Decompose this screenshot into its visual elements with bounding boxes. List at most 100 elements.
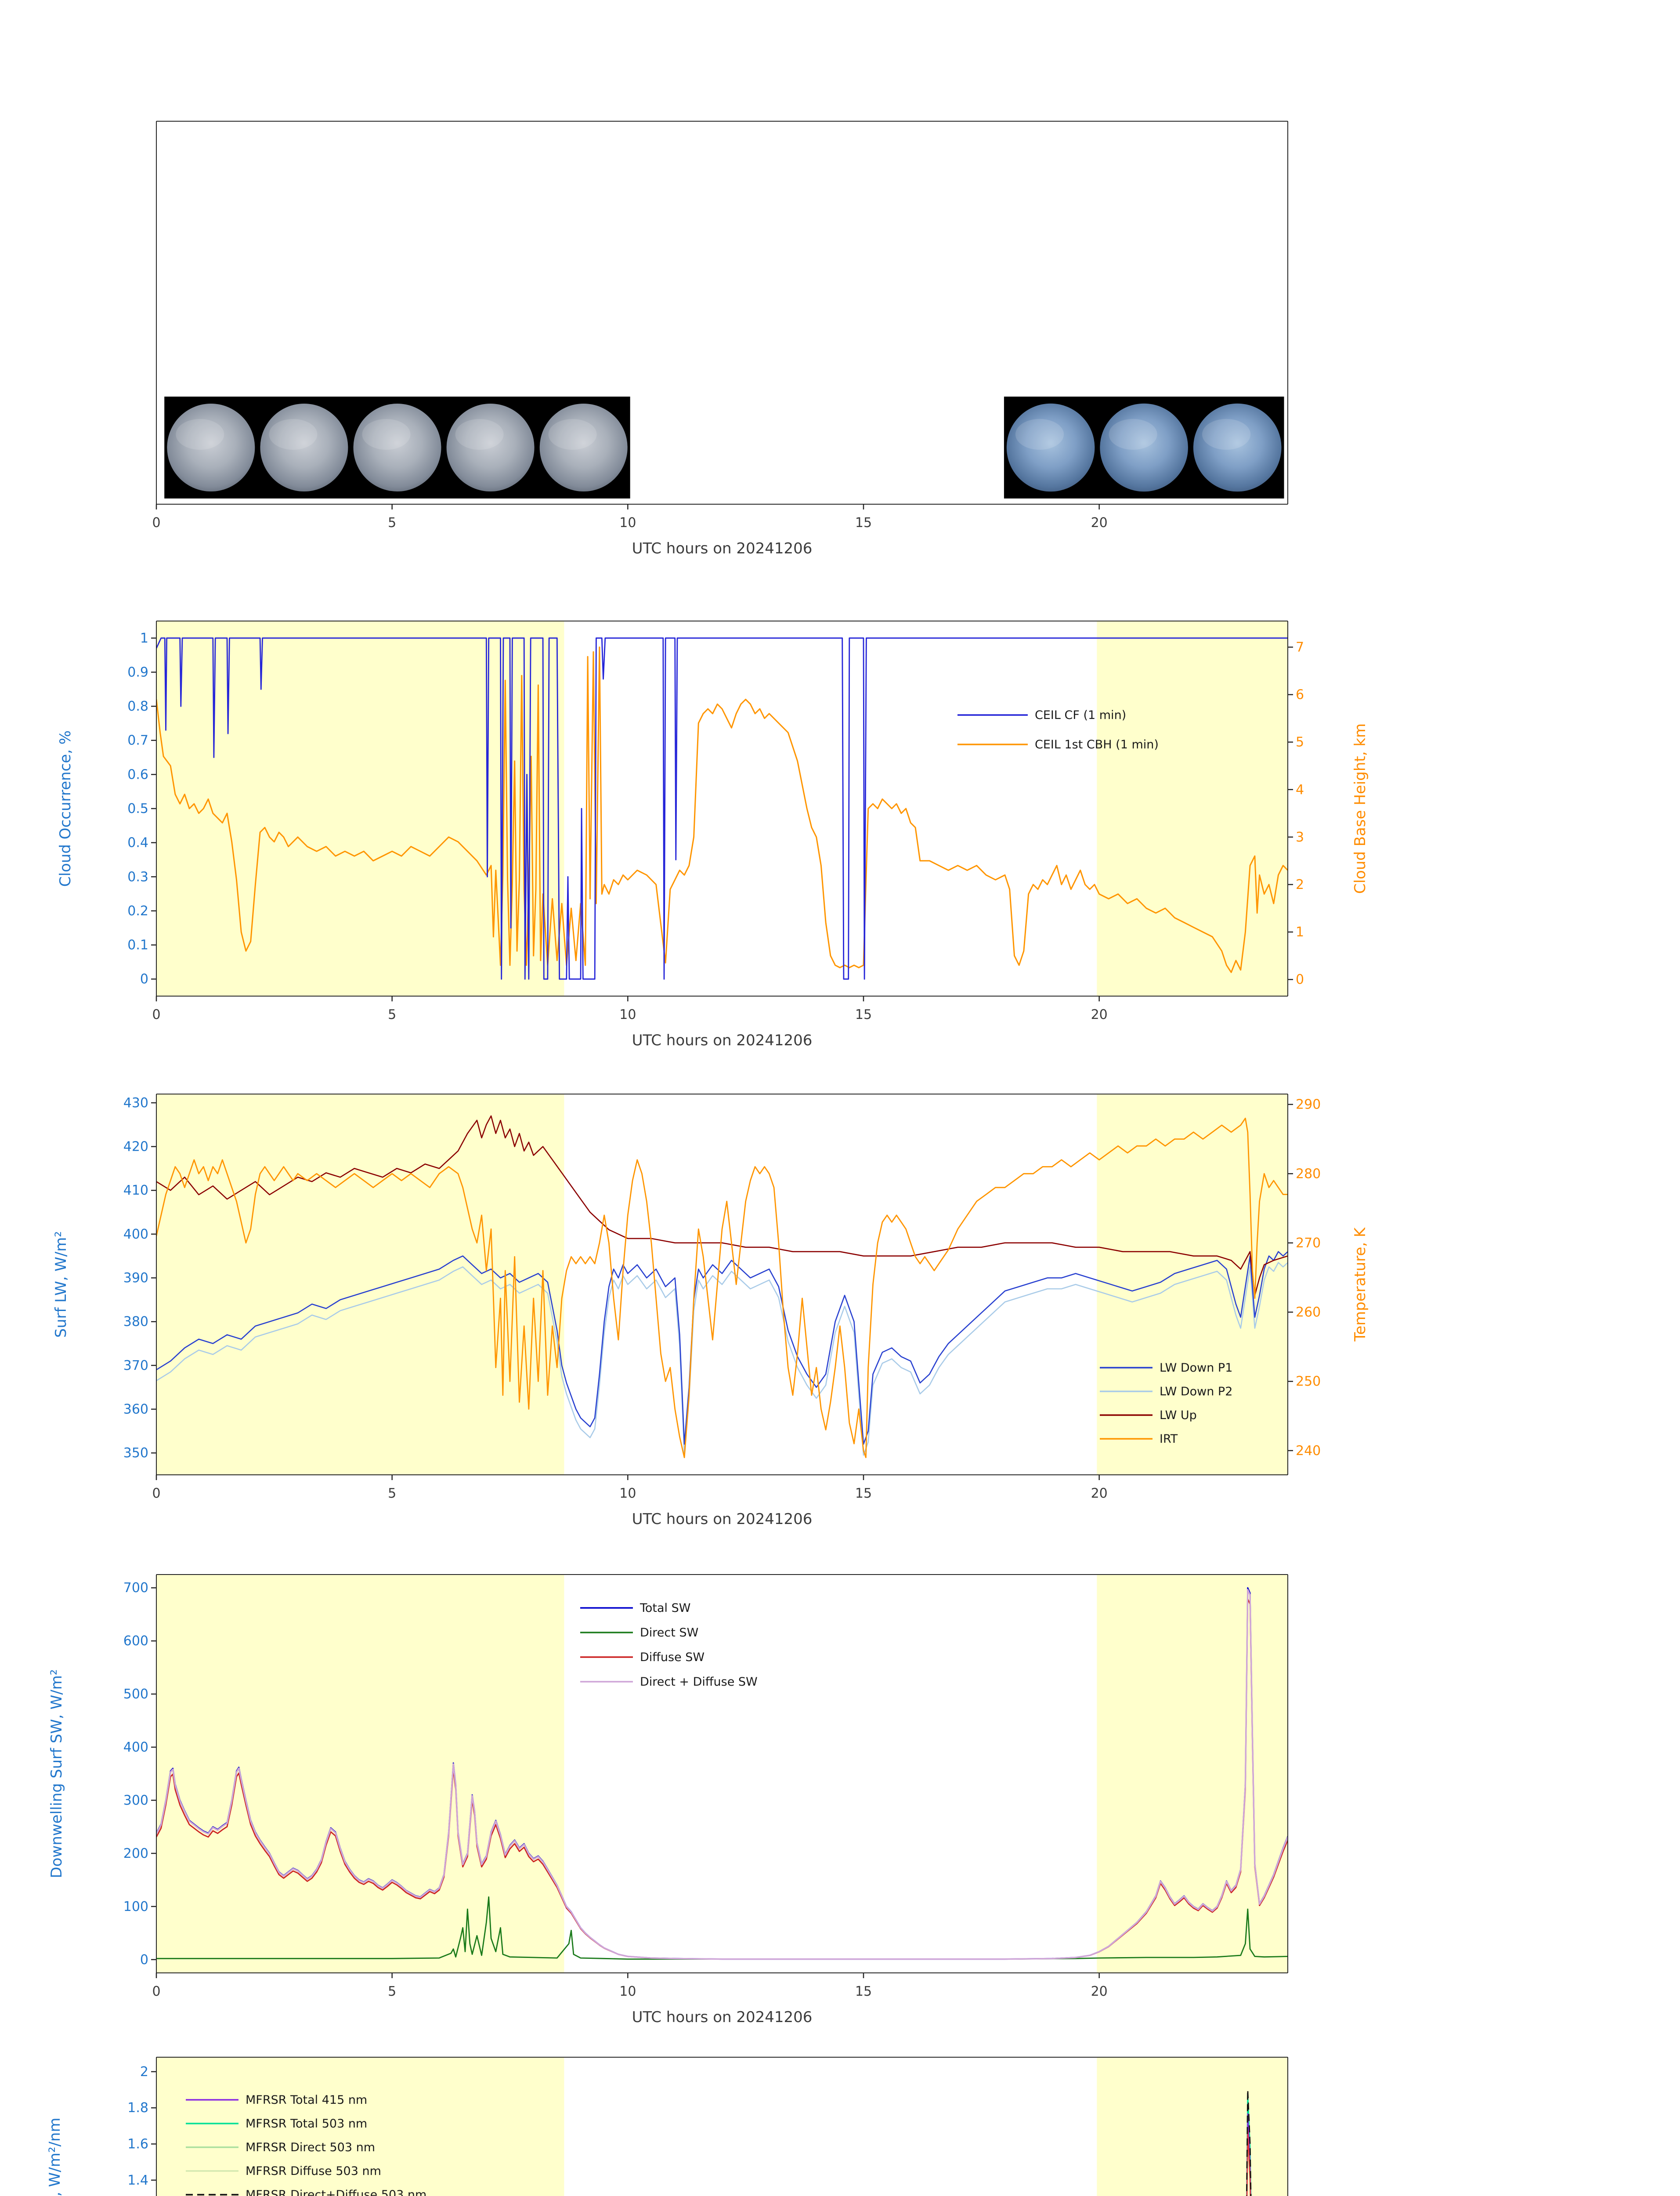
y2-tick-label: 3 bbox=[1296, 830, 1304, 845]
sky-image bbox=[1006, 403, 1095, 492]
series-direct_plus_diffuse_sw bbox=[156, 1589, 1288, 1960]
x-axis-label: UTC hours on 20241206 bbox=[632, 2008, 813, 2026]
x-axis-label: UTC hours on 20241206 bbox=[632, 1510, 813, 1528]
y-tick-label: 430 bbox=[123, 1095, 148, 1111]
x-tick-label: 15 bbox=[855, 1007, 872, 1022]
y-tick-label: 0.5 bbox=[127, 801, 148, 816]
legend-label: Total SW bbox=[639, 1601, 690, 1615]
night-shading bbox=[156, 1094, 564, 1475]
sky-image-highlight bbox=[269, 419, 318, 450]
legend-label: Diffuse SW bbox=[640, 1651, 705, 1664]
y-tick-label: 0 bbox=[140, 1952, 148, 1968]
legend-label: CEIL 1st CBH (1 min) bbox=[1035, 738, 1159, 751]
legend-label: MFRSR Total 503 nm bbox=[246, 2117, 367, 2131]
y-axis-label: Surf LW, W/m² bbox=[52, 1231, 70, 1338]
y-tick-label: 1.4 bbox=[127, 2173, 148, 2188]
y-tick-label: 370 bbox=[123, 1358, 148, 1373]
cloud-panel-series bbox=[156, 637, 1288, 980]
y-tick-label: 380 bbox=[123, 1314, 148, 1329]
y-tick-label: 400 bbox=[123, 1740, 148, 1755]
series-irt bbox=[156, 1117, 1288, 1458]
y-tick-label: 360 bbox=[123, 1402, 148, 1417]
x-tick-label: 0 bbox=[152, 1486, 160, 1501]
y2-tick-label: 0 bbox=[1296, 972, 1304, 987]
y2-tick-label: 280 bbox=[1296, 1166, 1321, 1181]
y-tick-label: 600 bbox=[123, 1633, 148, 1649]
y-tick-label: 300 bbox=[123, 1793, 148, 1808]
y2-tick-label: 2 bbox=[1296, 877, 1304, 892]
x-tick-label: 20 bbox=[1091, 1486, 1108, 1501]
x-tick-label: 10 bbox=[619, 515, 636, 531]
sky-image bbox=[1100, 403, 1188, 492]
legend-label: MFRSR Direct+Diffuse 503 nm bbox=[246, 2188, 426, 2196]
legend-label: MFRSR Total 415 nm bbox=[246, 2093, 367, 2107]
y2-tick-label: 270 bbox=[1296, 1235, 1321, 1251]
x-tick-label: 10 bbox=[619, 1984, 636, 1999]
sky-image-highlight bbox=[1202, 419, 1251, 450]
y2-tick-label: 240 bbox=[1296, 1443, 1321, 1459]
y2-axis-label: Cloud Base Height, km bbox=[1351, 723, 1369, 894]
y2-tick-label: 6 bbox=[1296, 687, 1304, 703]
x-tick-label: 5 bbox=[388, 1486, 396, 1501]
x-tick-label: 0 bbox=[152, 1984, 160, 1999]
y-tick-label: 200 bbox=[123, 1846, 148, 1861]
y2-tick-label: 1 bbox=[1296, 925, 1304, 940]
legend-label: LW Down P2 bbox=[1160, 1385, 1232, 1398]
longwave-panel: 0 5 10 15 20 350 360 370 380 390 400 410 420 430 Surf … bbox=[52, 1094, 1369, 1528]
shortwave-panel: 0 5 10 15 200100200300400500600700Downwellin… bbox=[48, 1574, 1288, 2026]
sky-image bbox=[539, 404, 628, 491]
y-tick-label: 420 bbox=[123, 1139, 148, 1155]
sky-image-highlight bbox=[1015, 419, 1064, 450]
night-shading bbox=[1097, 621, 1288, 996]
y-tick-label: 0.9 bbox=[127, 665, 148, 680]
y-tick-label: 100 bbox=[123, 1899, 148, 1914]
sky-image-highlight bbox=[362, 419, 411, 450]
y-tick-label: 500 bbox=[123, 1687, 148, 1702]
night-shading bbox=[156, 621, 564, 996]
sky-image bbox=[260, 404, 348, 491]
night-shading bbox=[156, 2057, 564, 2196]
series-ceil_cbh bbox=[156, 647, 1288, 973]
legend-label: Direct + Diffuse SW bbox=[640, 1675, 758, 1689]
y-tick-label: 1.8 bbox=[127, 2100, 148, 2116]
y2-tick-label: 4 bbox=[1296, 782, 1304, 798]
y-tick-label: 0.3 bbox=[127, 869, 148, 885]
y2-tick-label: 260 bbox=[1296, 1305, 1321, 1320]
y2-tick-label: 5 bbox=[1296, 735, 1304, 750]
shortwave-panel-series bbox=[156, 1587, 1288, 1960]
y-tick-label: 1.6 bbox=[127, 2137, 148, 2152]
legend-label: MFRSR Direct 503 nm bbox=[246, 2141, 375, 2154]
y-axis-label: Downwelling Surf SW, W/m² bbox=[48, 1669, 65, 1878]
y-tick-label: 0.2 bbox=[127, 903, 148, 919]
y2-axis-label: Temperature, K bbox=[1351, 1227, 1369, 1342]
series-lw_down_p1 bbox=[156, 1251, 1288, 1445]
y-tick-label: 0.6 bbox=[127, 767, 148, 782]
legend-label: Direct SW bbox=[640, 1626, 698, 1640]
y2-tick-label: 7 bbox=[1296, 639, 1304, 655]
sky-image bbox=[167, 404, 255, 491]
legend-label: IRT bbox=[1160, 1432, 1178, 1446]
y2-tick-label: 290 bbox=[1296, 1097, 1321, 1112]
x-tick-label: 5 bbox=[388, 1007, 396, 1022]
x-axis-label: UTC hours on 20241206 bbox=[632, 1032, 813, 1049]
sky-images-panel: 0 5 10 15 20 UTC hours on 20241206 bbox=[152, 121, 1288, 557]
y-tick-label: 0.7 bbox=[127, 733, 148, 748]
y-tick-label: 350 bbox=[123, 1445, 148, 1461]
x-tick-label: 20 bbox=[1091, 1984, 1108, 1999]
y-tick-label: 410 bbox=[123, 1183, 148, 1198]
series-direct_sw bbox=[156, 1896, 1288, 1960]
longwave-panel-series bbox=[156, 1115, 1288, 1458]
series-lw_up bbox=[156, 1115, 1288, 1296]
x-tick-label: 20 bbox=[1091, 1007, 1108, 1022]
x-tick-label: 10 bbox=[619, 1486, 636, 1501]
sky-image bbox=[1193, 403, 1282, 492]
y-tick-label: 0.8 bbox=[127, 699, 148, 714]
series-ceil_cf bbox=[156, 637, 1288, 980]
x-tick-label: 15 bbox=[855, 1486, 872, 1501]
sky-image-highlight bbox=[548, 419, 597, 450]
legend-label: CEIL CF (1 min) bbox=[1035, 708, 1126, 722]
cloud-panel: 0 5 10 15 2000.10.20.30.40.50.60.70.80.91Clo… bbox=[57, 621, 1369, 1049]
x-axis-label: UTC hours on 20241206 bbox=[632, 540, 813, 557]
y-tick-label: 0.4 bbox=[127, 835, 148, 851]
